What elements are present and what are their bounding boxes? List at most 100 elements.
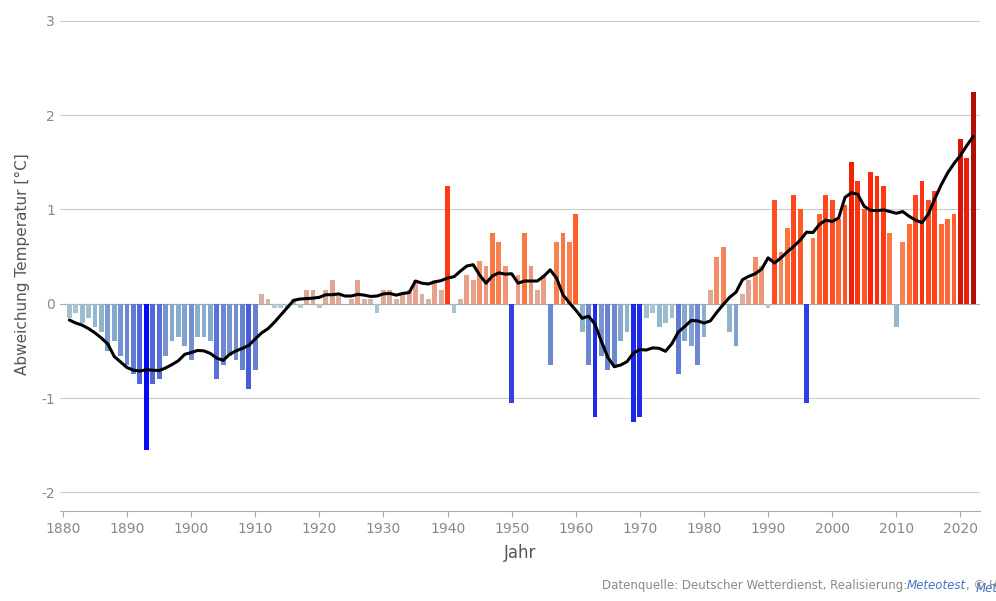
Bar	[824, 195, 829, 304]
Bar	[548, 304, 553, 365]
Bar	[156, 304, 161, 379]
Bar	[509, 304, 514, 403]
Bar	[112, 304, 117, 341]
Bar	[856, 181, 861, 304]
Bar	[74, 304, 78, 313]
Bar	[887, 233, 892, 304]
Bar	[734, 304, 738, 346]
Bar	[496, 242, 501, 304]
Bar	[811, 238, 816, 304]
Bar	[804, 304, 809, 403]
Bar	[567, 242, 572, 304]
Bar	[837, 219, 841, 304]
Bar	[291, 299, 296, 304]
Bar	[893, 304, 898, 328]
Bar	[599, 304, 604, 356]
Bar	[304, 290, 309, 304]
Bar	[643, 304, 648, 318]
Bar	[561, 233, 566, 304]
Bar	[906, 224, 911, 304]
Bar	[913, 195, 918, 304]
Bar	[708, 290, 713, 304]
Bar	[669, 304, 674, 318]
Bar	[817, 214, 822, 304]
Bar	[830, 200, 835, 304]
Bar	[67, 304, 72, 318]
Bar	[253, 304, 258, 370]
Bar	[574, 214, 579, 304]
Bar	[106, 304, 111, 351]
Bar	[393, 299, 398, 304]
Bar	[400, 294, 405, 304]
Bar	[458, 299, 463, 304]
Bar	[189, 304, 193, 361]
Bar	[689, 304, 693, 346]
Text: Meteotest: Meteotest	[907, 579, 966, 592]
Bar	[240, 304, 245, 370]
Bar	[362, 299, 367, 304]
Bar	[759, 266, 764, 304]
Text: Meteotest: Meteotest	[976, 582, 996, 595]
Bar	[951, 214, 956, 304]
Bar	[374, 304, 379, 313]
Bar	[529, 266, 533, 304]
Bar	[503, 266, 508, 304]
Bar	[619, 304, 623, 341]
Bar	[93, 304, 98, 328]
Bar	[324, 290, 328, 304]
Bar	[676, 304, 680, 374]
Bar	[881, 186, 885, 304]
Bar	[580, 304, 585, 332]
Bar	[779, 252, 783, 304]
Bar	[862, 209, 867, 304]
Bar	[406, 290, 411, 304]
Bar	[939, 224, 943, 304]
Bar	[541, 275, 546, 304]
Bar	[208, 304, 213, 341]
Bar	[721, 247, 726, 304]
Bar	[317, 304, 322, 308]
Bar	[695, 304, 700, 365]
Bar	[522, 233, 527, 304]
Bar	[869, 172, 873, 304]
Bar	[445, 186, 450, 304]
Bar	[413, 280, 418, 304]
Bar	[631, 304, 635, 422]
Bar	[900, 242, 905, 304]
Bar	[612, 304, 617, 365]
Bar	[714, 257, 719, 304]
Bar	[516, 275, 521, 304]
X-axis label: Jahr: Jahr	[504, 544, 536, 562]
Bar	[150, 304, 155, 384]
Bar	[650, 304, 655, 313]
Text: Datenquelle: Deutscher Wetterdienst, Realisierung:: Datenquelle: Deutscher Wetterdienst, Rea…	[603, 579, 911, 592]
Bar	[182, 304, 187, 346]
Bar	[587, 304, 591, 365]
Bar	[356, 280, 361, 304]
Bar	[971, 91, 976, 304]
Bar	[439, 290, 443, 304]
Bar	[663, 304, 668, 323]
Bar	[656, 304, 661, 328]
Bar	[419, 294, 424, 304]
Bar	[792, 195, 796, 304]
Bar	[471, 280, 476, 304]
Bar	[369, 299, 374, 304]
Bar	[234, 304, 238, 361]
Bar	[99, 304, 104, 332]
Bar	[926, 200, 930, 304]
Bar	[772, 200, 777, 304]
Bar	[279, 304, 283, 308]
Bar	[266, 299, 271, 304]
Bar	[843, 205, 848, 304]
Bar	[432, 280, 437, 304]
Bar	[740, 294, 745, 304]
Bar	[477, 261, 482, 304]
Bar	[214, 304, 219, 379]
Bar	[387, 290, 392, 304]
Bar	[381, 290, 385, 304]
Bar	[426, 299, 430, 304]
Bar	[337, 294, 341, 304]
Bar	[637, 304, 642, 417]
Bar	[259, 294, 264, 304]
